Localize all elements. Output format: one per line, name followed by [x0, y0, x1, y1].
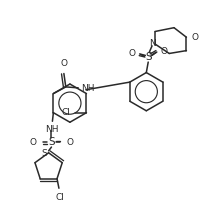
Text: O: O	[129, 49, 136, 58]
Text: NH: NH	[45, 125, 58, 134]
Text: O: O	[29, 138, 36, 147]
Text: O: O	[67, 138, 74, 147]
Text: N: N	[150, 39, 156, 48]
Text: S: S	[42, 149, 48, 158]
Text: S: S	[145, 52, 152, 62]
Text: NH: NH	[81, 84, 95, 93]
Text: O: O	[161, 47, 168, 56]
Text: Cl: Cl	[61, 108, 70, 117]
Text: Cl: Cl	[55, 193, 64, 202]
Text: O: O	[191, 33, 198, 42]
Text: S: S	[48, 137, 55, 147]
Text: O: O	[60, 59, 67, 68]
